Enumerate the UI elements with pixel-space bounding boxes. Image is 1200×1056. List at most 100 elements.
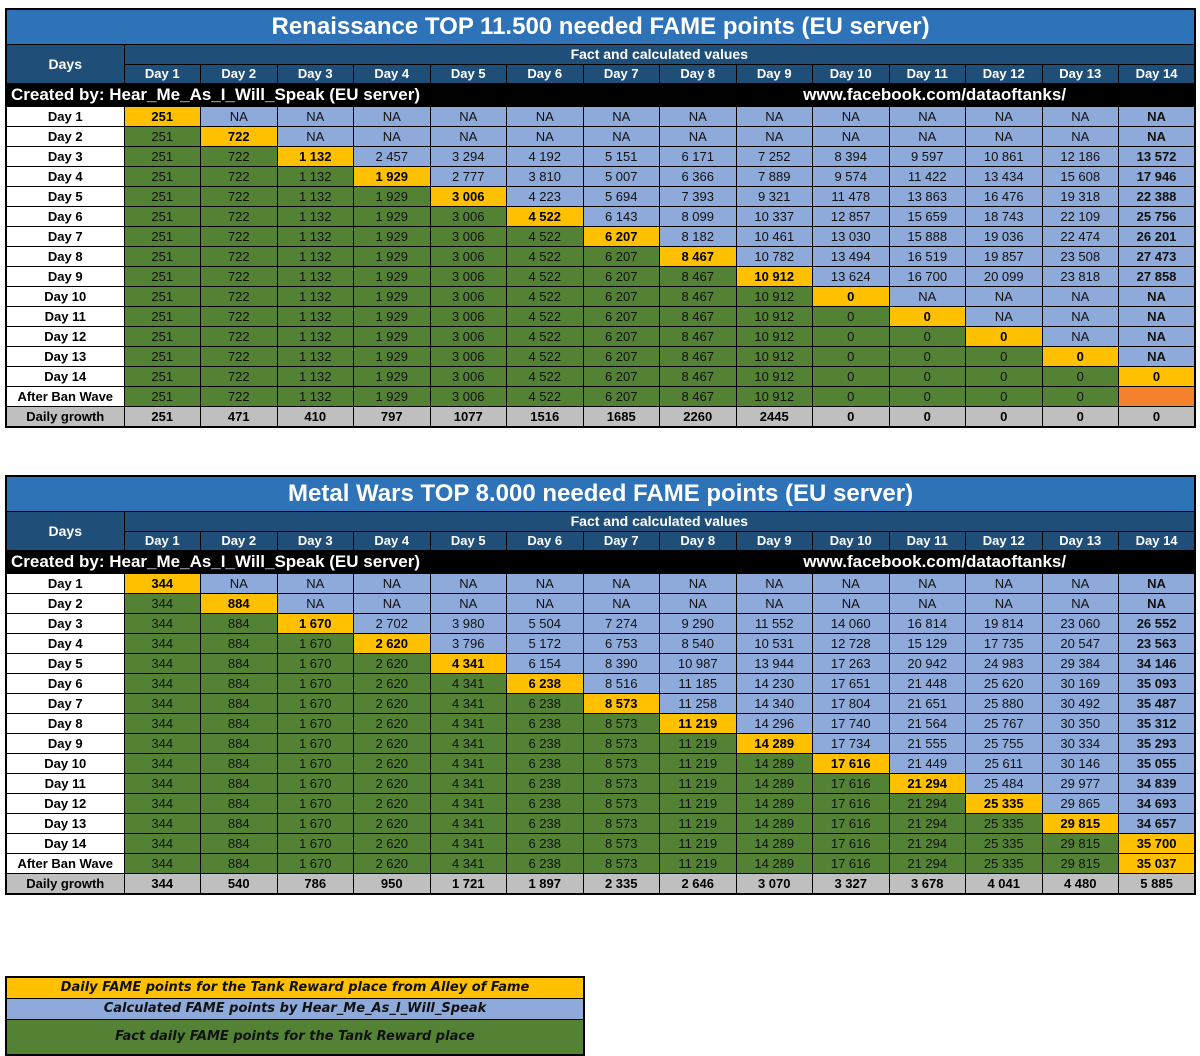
table-row: Day 3 344 884 1 670 2 702 3 980 5 504 7 274 9 29… bbox=[5, 613, 1196, 634]
table-cell: 6 238 bbox=[506, 833, 584, 854]
table-cell: 10 912 bbox=[735, 306, 813, 327]
table-cell: 3 006 bbox=[429, 186, 507, 207]
table-cell: 10 912 bbox=[735, 366, 813, 387]
row-label: Day 1 bbox=[5, 573, 125, 594]
table-cell: 26 201 bbox=[1118, 226, 1196, 247]
table-cell: 12 728 bbox=[812, 633, 890, 654]
table-cell: 8 573 bbox=[582, 733, 660, 754]
table-cell: 4 522 bbox=[506, 386, 584, 407]
table-cell: 722 bbox=[200, 226, 278, 247]
growth-cell: 1685 bbox=[582, 406, 660, 428]
table-cell: 4 341 bbox=[429, 653, 507, 674]
table-cell: NA bbox=[735, 126, 813, 147]
table-cell: 11 219 bbox=[659, 793, 737, 814]
table-cell: 25 611 bbox=[965, 753, 1043, 774]
table-cell: 14 289 bbox=[735, 813, 813, 834]
table-cell: NA bbox=[353, 573, 431, 594]
table-cell: 722 bbox=[200, 266, 278, 287]
table-row: Day 12 251 722 1 132 1 929 3 006 4 522 6 207 8 4… bbox=[5, 326, 1196, 347]
table-cell: 8 516 bbox=[582, 673, 660, 694]
table-cell: 4 522 bbox=[506, 266, 584, 287]
table-cell: 1 929 bbox=[353, 226, 431, 247]
table-cell: NA bbox=[1041, 286, 1119, 307]
table-cell: NA bbox=[735, 573, 813, 594]
row-label: Daily growth bbox=[5, 406, 125, 428]
column-header: Day 13 bbox=[1041, 64, 1119, 84]
table-cell: 25 484 bbox=[965, 773, 1043, 794]
column-header: Day 3 bbox=[276, 64, 354, 84]
column-header: Day 9 bbox=[735, 531, 813, 551]
table-cell: 6 238 bbox=[506, 793, 584, 814]
credits-row: Created by: Hear_Me_As_I_Will_Speak (EU … bbox=[5, 550, 1196, 574]
table-cell: 4 341 bbox=[429, 733, 507, 754]
table-cell: 13 624 bbox=[812, 266, 890, 287]
table-cell: 22 474 bbox=[1041, 226, 1119, 247]
table-cell: 6 753 bbox=[582, 633, 660, 654]
table-cell: 251 bbox=[123, 206, 201, 227]
growth-cell: 3 327 bbox=[812, 873, 890, 895]
legend-yellow: Daily FAME points for the Tank Reward pl… bbox=[7, 978, 583, 999]
column-header: Day 4 bbox=[353, 64, 431, 84]
table-cell: NA bbox=[353, 126, 431, 147]
table-cell: 14 296 bbox=[735, 713, 813, 734]
table-cell: 35 700 bbox=[1118, 833, 1196, 854]
table-cell: 0 bbox=[812, 346, 890, 367]
table-cell: 251 bbox=[123, 166, 201, 187]
renaissance-fame-table: Renaissance TOP 11.500 needed FAME point… bbox=[5, 8, 1197, 428]
table-cell: 23 818 bbox=[1041, 266, 1119, 287]
table-cell: 7 889 bbox=[735, 166, 813, 187]
table-row: Day 4 251 722 1 132 1 929 2 777 3 810 5 007 6 36… bbox=[5, 166, 1196, 187]
table-cell: 251 bbox=[123, 366, 201, 387]
table-cell: 344 bbox=[123, 753, 201, 774]
legend-blue: Calculated FAME points by Hear_Me_As_I_W… bbox=[7, 999, 583, 1020]
table-cell: NA bbox=[965, 593, 1043, 614]
table-cell: 4 341 bbox=[429, 853, 507, 874]
table-cell: 21 294 bbox=[888, 773, 966, 794]
row-label: Day 3 bbox=[5, 613, 125, 634]
table-cell: 21 294 bbox=[888, 833, 966, 854]
table-cell: NA bbox=[353, 593, 431, 614]
table-cell: 884 bbox=[200, 853, 278, 874]
table-cell: 1 929 bbox=[353, 206, 431, 227]
table-cell: NA bbox=[506, 106, 584, 127]
table-cell: 344 bbox=[123, 813, 201, 834]
table-cell: 5 694 bbox=[582, 186, 660, 207]
growth-cell: 786 bbox=[276, 873, 354, 895]
table-cell: 1 670 bbox=[276, 833, 354, 854]
table-cell: 25 880 bbox=[965, 693, 1043, 714]
table-cell: 6 207 bbox=[582, 266, 660, 287]
row-label: After Ban Wave bbox=[5, 853, 125, 874]
table-cell: 1 929 bbox=[353, 386, 431, 407]
table-cell: 35 037 bbox=[1118, 853, 1196, 874]
table-cell: 35 312 bbox=[1118, 713, 1196, 734]
table-cell: 29 977 bbox=[1041, 773, 1119, 794]
table-cell: 30 169 bbox=[1041, 673, 1119, 694]
table-cell: 2 620 bbox=[353, 793, 431, 814]
table-cell: NA bbox=[200, 573, 278, 594]
table-cell: 251 bbox=[123, 386, 201, 407]
table-cell: 722 bbox=[200, 166, 278, 187]
column-header: Day 5 bbox=[429, 531, 507, 551]
table-cell: 14 230 bbox=[735, 673, 813, 694]
table-row: Day 5 251 722 1 132 1 929 3 006 4 223 5 694 7 39… bbox=[5, 186, 1196, 207]
table-cell: 1 929 bbox=[353, 266, 431, 287]
table-cell: 34 839 bbox=[1118, 773, 1196, 794]
growth-cell: 1516 bbox=[506, 406, 584, 428]
table-cell: 4 522 bbox=[506, 326, 584, 347]
table-cell: 1 132 bbox=[276, 306, 354, 327]
table-cell: 21 651 bbox=[888, 693, 966, 714]
table-cell: 0 bbox=[812, 366, 890, 387]
table-cell: 2 620 bbox=[353, 633, 431, 654]
column-header: Day 3 bbox=[276, 531, 354, 551]
column-header: Day 9 bbox=[735, 64, 813, 84]
row-label: Day 8 bbox=[5, 246, 125, 267]
row-label: Day 14 bbox=[5, 366, 125, 387]
table-cell: 884 bbox=[200, 813, 278, 834]
daily-growth-row: Daily growth 344 540 786 950 1 721 1 897 2 335 2… bbox=[5, 873, 1196, 895]
table-cell: 16 700 bbox=[888, 266, 966, 287]
table-cell: 23 060 bbox=[1041, 613, 1119, 634]
table-cell: 14 289 bbox=[735, 853, 813, 874]
table-cell: 251 bbox=[123, 346, 201, 367]
table-cell: 344 bbox=[123, 673, 201, 694]
table-cell: 6 207 bbox=[582, 286, 660, 307]
